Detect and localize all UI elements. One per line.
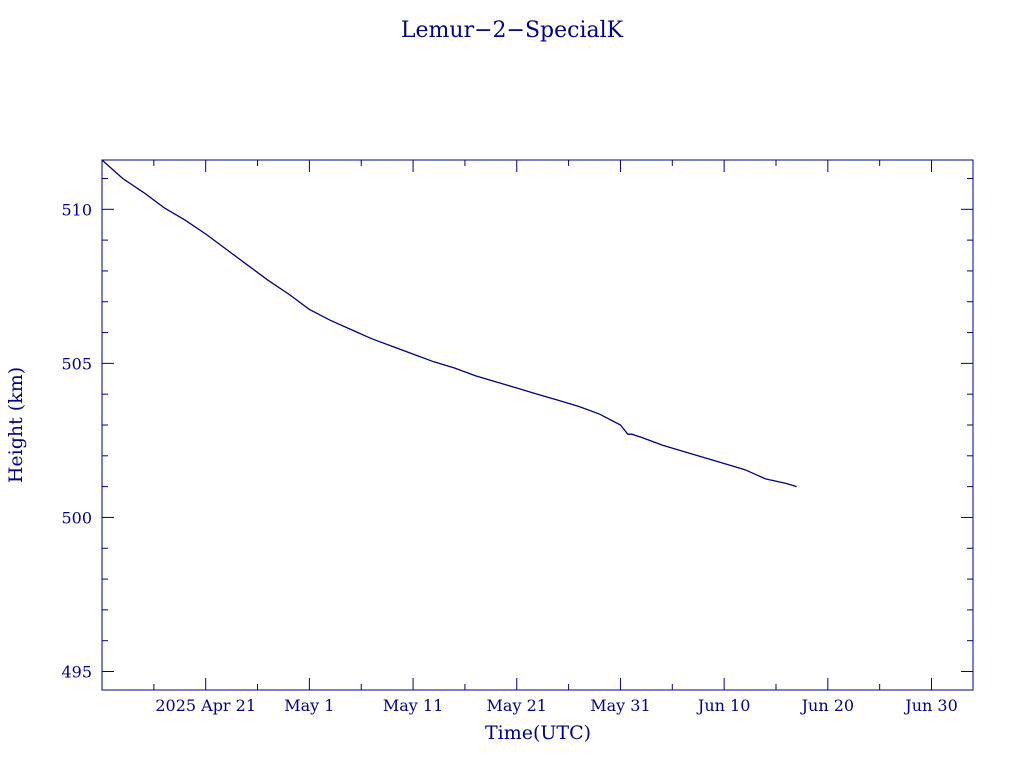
- x-axis-ticks: [101, 160, 933, 690]
- x-axis-tick-labels: 2025 Apr 21 May 1 May 11 May 21 May 31 Jun 10…: [155, 696, 957, 715]
- y-axis-title: Height (km): [5, 367, 27, 483]
- x-tick-label: Jun 30: [903, 696, 957, 715]
- height-series-line: [101, 159, 797, 488]
- chart-title: Lemur−2−SpecialK: [401, 18, 624, 43]
- x-tick-label: 2025 Apr 21: [155, 696, 256, 715]
- y-axis-ticks: [102, 177, 973, 673]
- x-tick-label: Jun 20: [800, 696, 854, 715]
- y-tick-label: 505: [61, 354, 92, 373]
- y-axis-tick-labels: 495 500 505 510: [61, 200, 92, 681]
- x-axis-title: Time(UTC): [485, 722, 591, 744]
- x-tick-label: May 31: [590, 696, 650, 715]
- y-tick-label: 510: [61, 200, 92, 219]
- x-tick-label: May 21: [487, 696, 547, 715]
- x-tick-label: May 11: [383, 696, 443, 715]
- plot-frame: [101, 159, 974, 691]
- y-tick-label: 500: [61, 508, 92, 527]
- x-tick-label: Jun 10: [696, 696, 750, 715]
- y-tick-label: 495: [61, 663, 92, 682]
- x-tick-label: May 1: [284, 696, 334, 715]
